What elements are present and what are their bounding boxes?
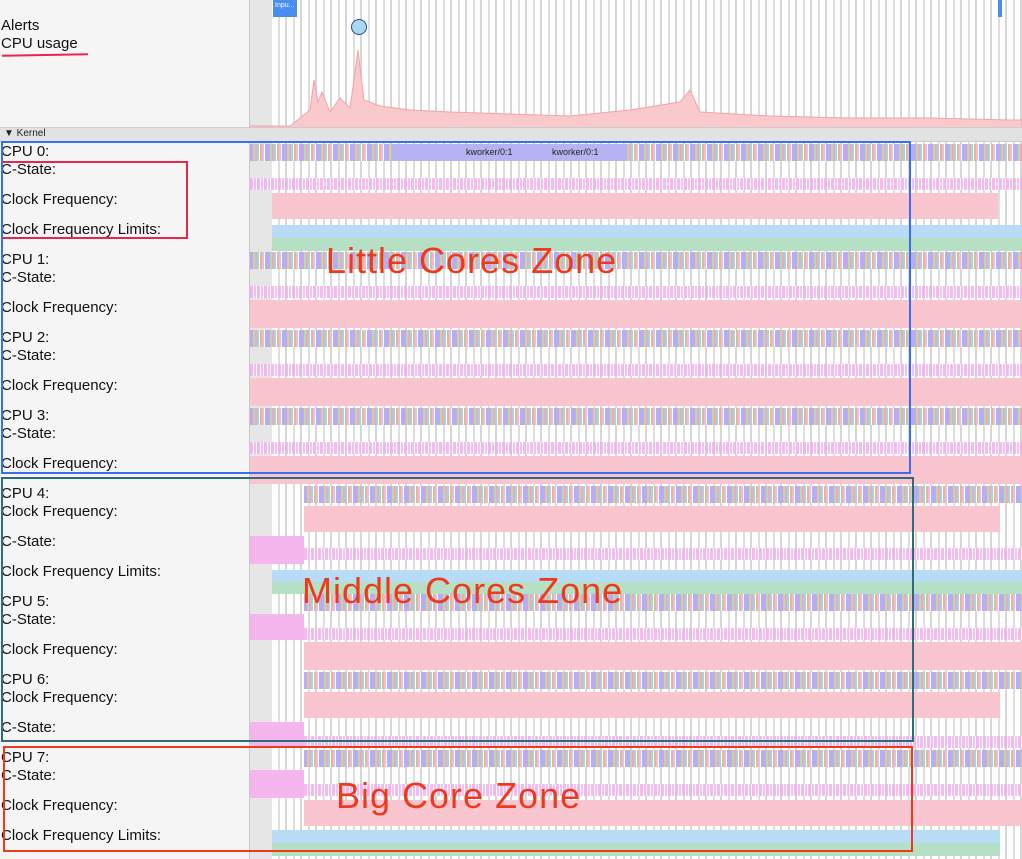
cpu1-freq-track[interactable] (250, 300, 1022, 328)
cpu0-limits-max[interactable] (272, 225, 1022, 238)
cpu6-freq-track[interactable] (304, 692, 1000, 718)
little-cores-zone-box (1, 141, 911, 474)
middle-cores-zone-box (1, 477, 914, 742)
cpu0-label[interactable]: CPU 0: (1, 143, 50, 160)
cpu5-label[interactable]: CPU 5: (1, 593, 50, 610)
cpu2-thread-track[interactable] (250, 330, 1022, 347)
track-label-column: Alerts CPU usage CPU 0: C-State: Clock F… (0, 0, 250, 859)
timeline-gutter (250, 0, 272, 859)
little-cores-zone-label: Little Cores Zone (326, 240, 618, 281)
cpu1-cstate-label[interactable]: C-State: (1, 269, 57, 286)
cpu0-freq-track[interactable] (272, 193, 998, 219)
cpu4-cstate-block[interactable] (250, 536, 304, 564)
cpu1-cstate-track[interactable] (250, 286, 1022, 298)
alert-marker[interactable] (998, 0, 1002, 17)
middle-cores-zone-label: Middle Cores Zone (302, 570, 624, 611)
cpu4-thread-track[interactable] (304, 486, 1022, 503)
cpu2-freq-label[interactable]: Clock Frequency: (1, 377, 118, 394)
cpu6-cstate-block[interactable] (250, 722, 304, 748)
cpu5-cstate-label[interactable]: C-State: (1, 611, 57, 628)
cpu7-thread-track[interactable] (304, 750, 1022, 767)
input-event-chip[interactable]: Inpu... (273, 0, 297, 17)
cpu2-cstate-label[interactable]: C-State: (1, 347, 57, 364)
cpu5-cstate-block[interactable] (250, 614, 304, 640)
big-core-zone-box (3, 746, 913, 852)
cpu0-cstate-label[interactable]: C-State: (1, 161, 57, 178)
cpu6-thread-track[interactable] (304, 672, 1022, 689)
kernel-label[interactable]: ▼ Kernel (4, 128, 46, 139)
cpu4-freq-track[interactable] (304, 506, 1000, 532)
cpu6-cstate-track[interactable] (304, 736, 1022, 748)
cpu0-limits-min[interactable] (272, 238, 1022, 251)
cpu7-cstate-block[interactable] (250, 770, 304, 798)
cpu5-freq-track[interactable] (304, 642, 1022, 670)
kworker-label-b: kworker/0:1 (552, 147, 599, 157)
cpu7-cstate-track[interactable] (304, 784, 1022, 796)
cpu4-limits-label[interactable]: Clock Frequency Limits: (1, 563, 162, 580)
cpu4-freq-label[interactable]: Clock Frequency: (1, 503, 118, 520)
cpu4-cstate-track[interactable] (304, 548, 1022, 560)
cpu3-cstate-label[interactable]: C-State: (1, 425, 57, 442)
cpu4-limits-max[interactable] (272, 570, 1022, 582)
cpu5-thread-track[interactable] (304, 594, 1022, 611)
cpu-usage-label[interactable]: CPU usage (1, 35, 78, 52)
cpu7-cstate-label[interactable]: C-State: (1, 767, 57, 784)
kernel-group-header[interactable]: ▼ Kernel (0, 127, 1022, 142)
cpu7-limits-label[interactable]: Clock Frequency Limits: (1, 827, 162, 844)
cpu3-freq-track[interactable] (250, 456, 1022, 484)
cpu7-freq-track[interactable] (304, 800, 1022, 826)
cpu4-cstate-label[interactable]: C-State: (1, 533, 57, 550)
cpu3-thread-track[interactable] (250, 408, 1022, 425)
big-core-zone-label: Big Core Zone (336, 775, 582, 816)
cpu-usage-sparkline (250, 49, 1022, 128)
cpu6-label[interactable]: CPU 6: (1, 671, 50, 688)
cpu1-label[interactable]: CPU 1: (1, 251, 50, 268)
kworker-slice[interactable] (392, 144, 626, 161)
alerts-label[interactable]: Alerts (1, 17, 40, 34)
cpu1-thread-track[interactable] (250, 252, 1022, 269)
cpu3-cstate-track[interactable] (250, 442, 1022, 454)
cpu5-cstate-track[interactable] (304, 628, 1022, 640)
cpu7-freq-label[interactable]: Clock Frequency: (1, 797, 118, 814)
cpu3-label[interactable]: CPU 3: (1, 407, 50, 424)
cpu6-freq-label[interactable]: Clock Frequency: (1, 689, 118, 706)
kworker-label-a: kworker/0:1 (466, 147, 513, 157)
cpu0-freq-label[interactable]: Clock Frequency: (1, 191, 118, 208)
cpu7-limits-max[interactable] (272, 830, 1000, 843)
cpu5-freq-label[interactable]: Clock Frequency: (1, 641, 118, 658)
cpu0-cstate-track[interactable] (250, 178, 1022, 190)
cpu7-limits-min[interactable] (272, 843, 1000, 856)
cpu2-freq-track[interactable] (250, 378, 1022, 406)
cpu4-limits-min[interactable] (272, 582, 1022, 594)
cpu3-freq-label[interactable]: Clock Frequency: (1, 455, 118, 472)
cpu1-freq-label[interactable]: Clock Frequency: (1, 299, 118, 316)
cpu6-cstate-label[interactable]: C-State: (1, 719, 57, 736)
cpu0-limits-label[interactable]: Clock Frequency Limits: (1, 221, 162, 238)
cpu2-label[interactable]: CPU 2: (1, 329, 50, 346)
cpu7-label[interactable]: CPU 7: (1, 749, 50, 766)
alert-dot-icon[interactable] (351, 19, 367, 35)
cpu2-cstate-track[interactable] (250, 364, 1022, 376)
cpu4-label[interactable]: CPU 4: (1, 485, 50, 502)
